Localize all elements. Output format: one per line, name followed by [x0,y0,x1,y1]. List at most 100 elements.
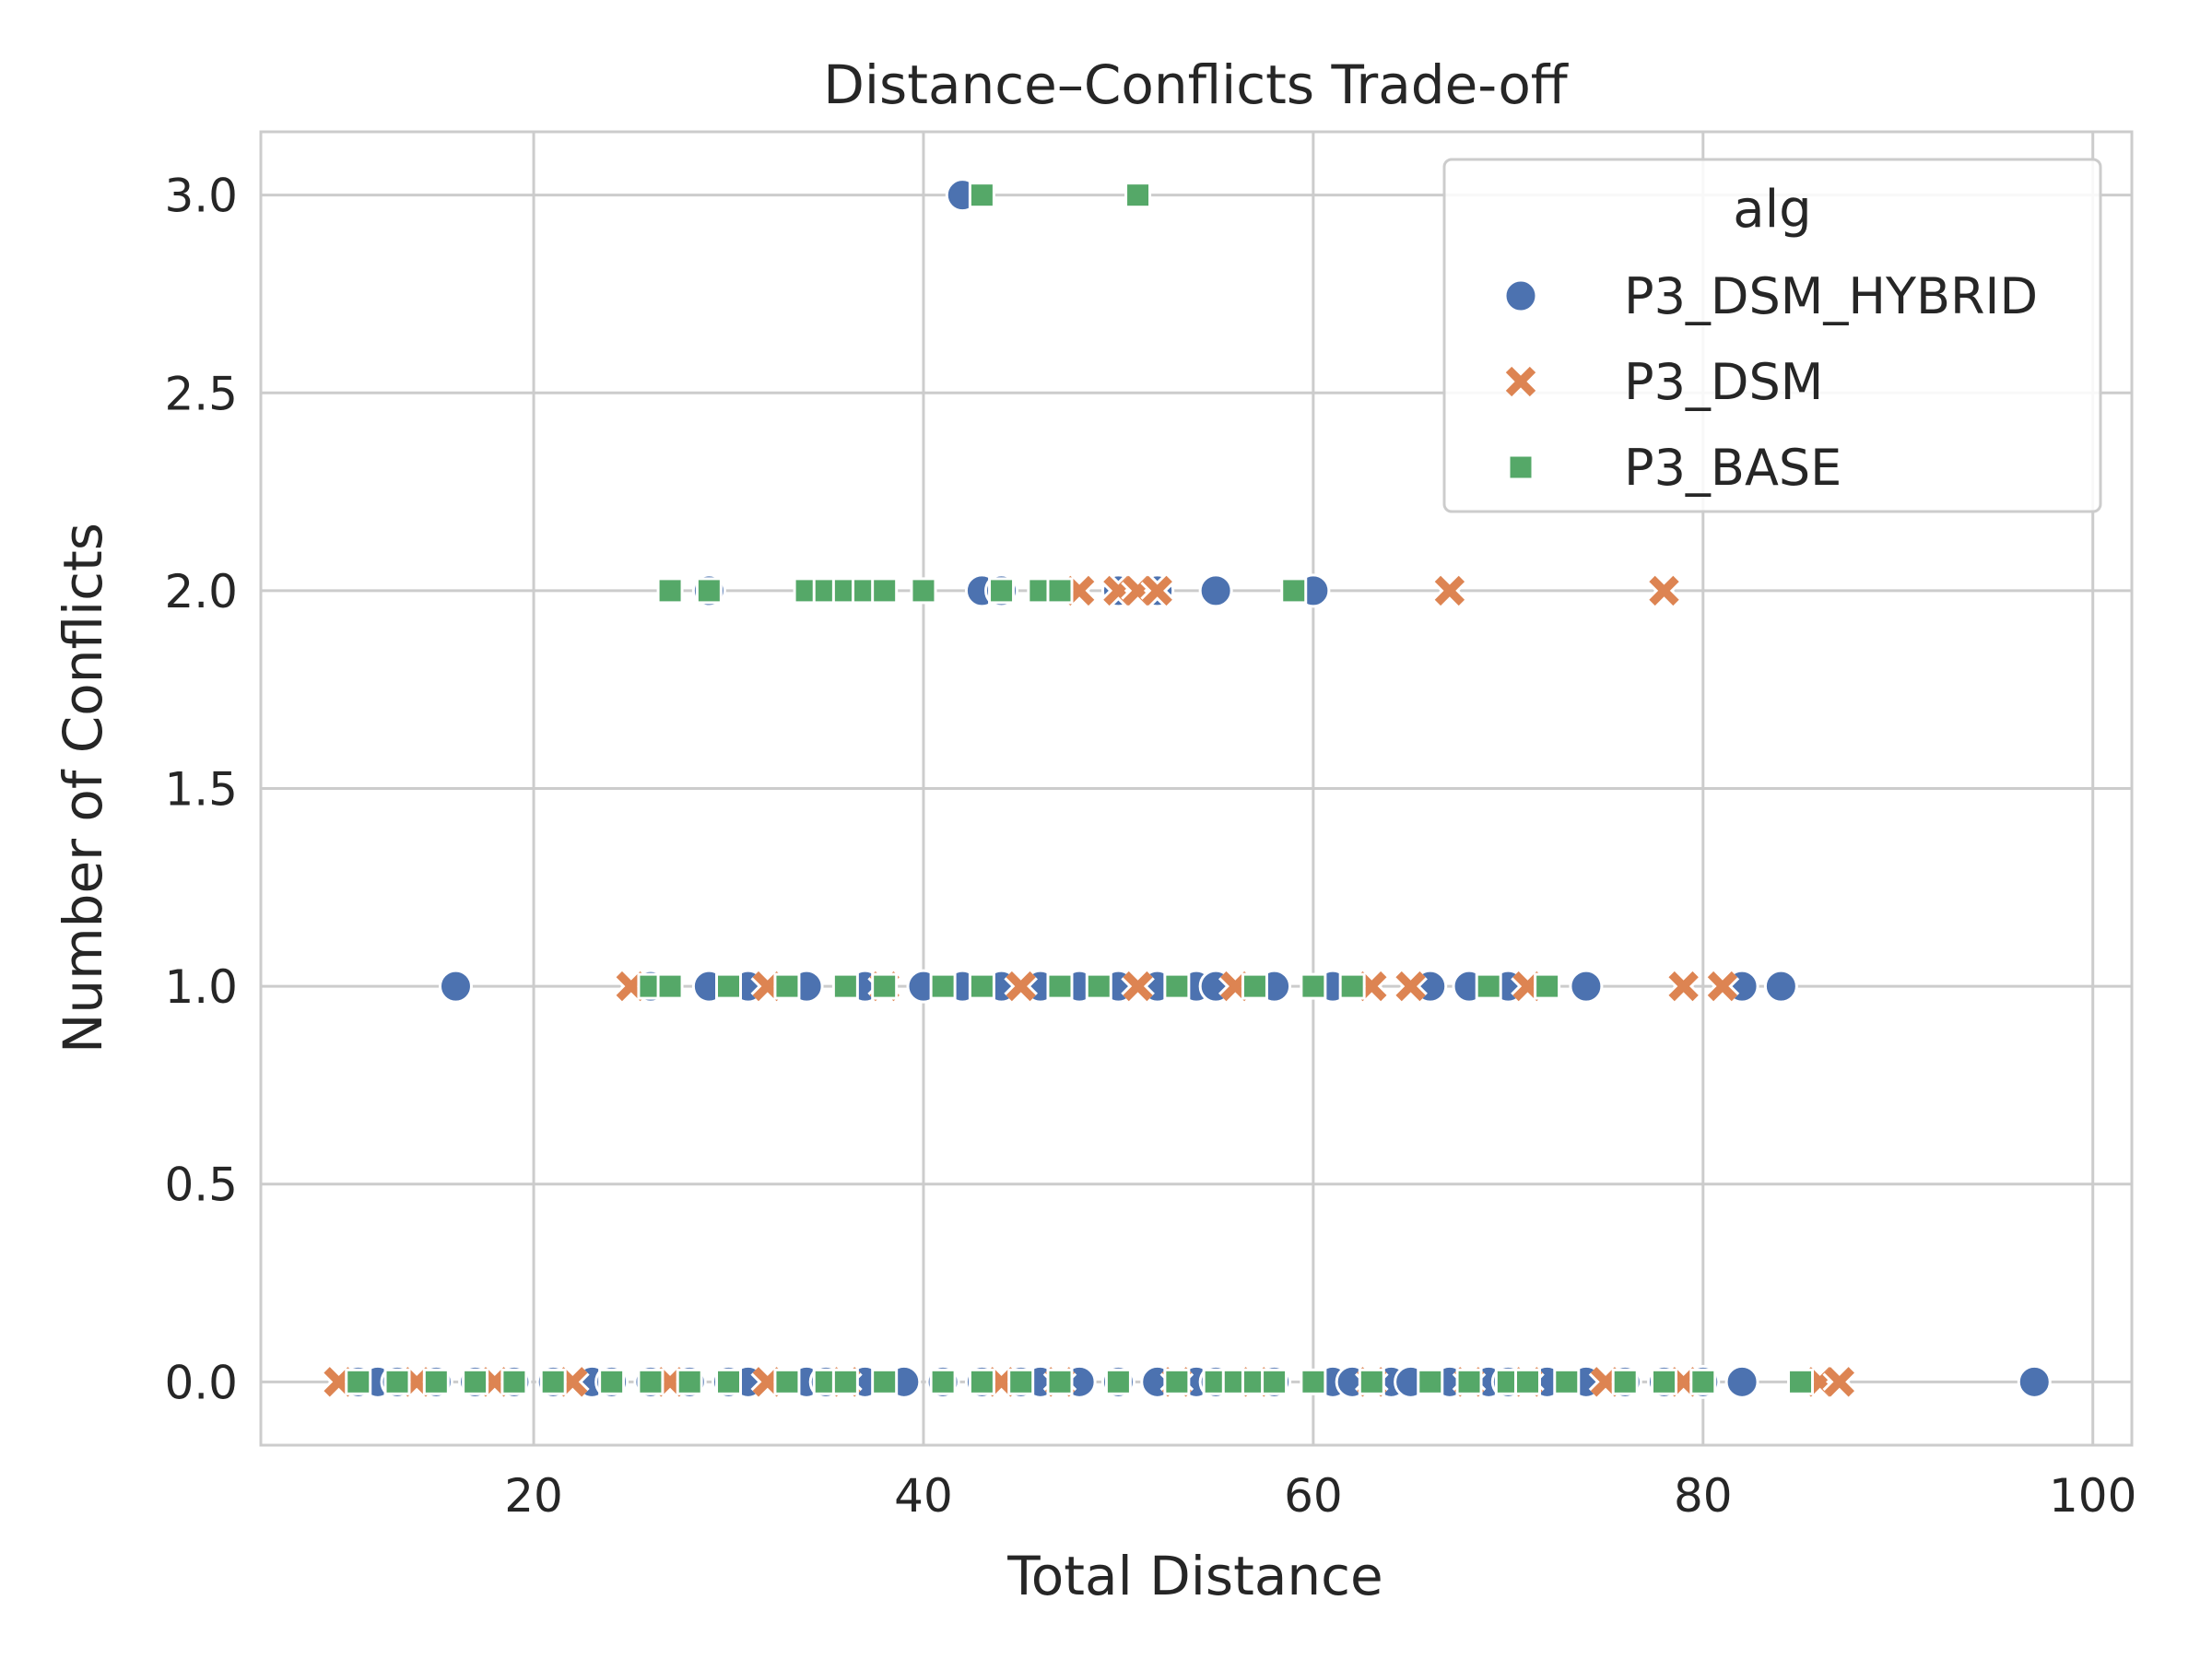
data-point [715,1368,742,1395]
data-point [871,972,899,1000]
data-point [910,577,937,605]
y-axis-title: Number of Conflicts [52,523,114,1053]
data-point [1338,972,1366,1000]
y-tick-label: 1.0 [164,960,238,1014]
y-tick-label: 0.0 [164,1356,238,1409]
data-point [383,1368,411,1395]
y-tick-label: 2.5 [164,367,238,420]
data-point [539,1368,567,1395]
x-tick-label: 100 [2049,1469,2136,1523]
data-point [968,972,995,1000]
y-tick-label: 0.5 [164,1159,238,1212]
data-point [1724,1364,1759,1399]
data-point [1666,969,1700,1004]
data-point [598,1368,626,1395]
data-point [1280,577,1308,605]
x-tick-label: 80 [1674,1469,1733,1523]
series-p3-base [345,182,1815,1395]
data-point [1689,1368,1717,1395]
data-point [831,972,859,1000]
legend-item: P3_BASE [1507,439,1841,497]
data-point [1569,969,1604,1004]
data-point [1163,972,1191,1000]
x-axis-title: Total Distance [1006,1545,1383,1607]
legend-item: P3_DSM [1503,353,1823,411]
data-point [500,1368,528,1395]
data-point [1513,1368,1541,1395]
data-point [1300,1368,1327,1395]
x-tick-label: 20 [504,1469,563,1523]
data-point [1004,969,1038,1004]
data-point [715,972,742,1000]
data-point [1241,972,1268,1000]
data-point [1121,969,1155,1004]
data-point [1763,969,1798,1004]
data-point [1007,1368,1035,1395]
legend-label: P3_BASE [1624,439,1841,497]
x-tick-label: 60 [1284,1469,1343,1523]
data-point [462,1368,489,1395]
data-point [695,577,723,605]
data-point [1104,1368,1132,1395]
data-point [1651,1368,1677,1395]
data-point [1787,1368,1815,1395]
data-point [1124,182,1152,209]
data-point [968,182,995,209]
data-point [1475,972,1502,1000]
legend-item: P3_DSM_HYBRID [1503,267,2038,325]
data-point [1432,573,1467,608]
data-point [1553,1368,1581,1395]
data-point [773,1368,801,1395]
plot-frame [259,130,2134,1447]
y-tick-label: 1.5 [164,763,238,817]
data-points [322,178,2052,1399]
data-point [1085,972,1112,1000]
data-point [1261,1368,1288,1395]
data-point [1358,1368,1385,1395]
data-point [422,1368,450,1395]
legend-title: alg [1733,180,1811,240]
legend-items: P3_DSM_HYBRID P3_DSM P3_BASE [1503,267,2038,497]
data-point [1455,1368,1483,1395]
legend-marker [1503,278,1538,313]
data-point [345,1368,372,1395]
data-point [871,577,899,605]
data-point [968,1368,995,1395]
y-tick-label: 2.0 [164,565,238,618]
legend-marker [1507,453,1535,481]
data-point [988,577,1016,605]
data-point [1611,1368,1639,1395]
data-point [1822,1365,1857,1399]
data-point [1647,573,1681,608]
data-point [656,577,684,605]
y-tick-label: 3.0 [164,170,238,223]
data-point [2017,1364,2052,1399]
data-point [637,1368,665,1395]
data-point [1300,972,1327,1000]
data-point [871,1368,899,1395]
data-point [1163,1368,1191,1395]
data-point [1394,969,1428,1004]
tick-labels: 20 40 60 80 100 0.0 0.5 1.0 1.5 2.0 2.5 3.0 [164,170,2136,1523]
data-point [1046,972,1074,1000]
data-point [438,969,473,1004]
data-point [1046,577,1074,605]
data-point [929,1368,957,1395]
data-point [1534,972,1561,1000]
data-point [831,1368,859,1395]
data-point [1140,573,1175,608]
legend-label: P3_DSM [1624,353,1823,411]
x-tick-label: 40 [894,1469,953,1523]
data-point [1198,573,1233,608]
data-point [1046,1368,1074,1395]
legend-label: P3_DSM_HYBRID [1624,267,2038,325]
data-point [929,972,957,1000]
legend-marker [1503,364,1538,399]
data-point [1705,969,1740,1004]
data-point [676,1368,703,1395]
data-point [1417,1368,1444,1395]
data-point [656,972,684,1000]
legend-box [1442,158,2102,513]
